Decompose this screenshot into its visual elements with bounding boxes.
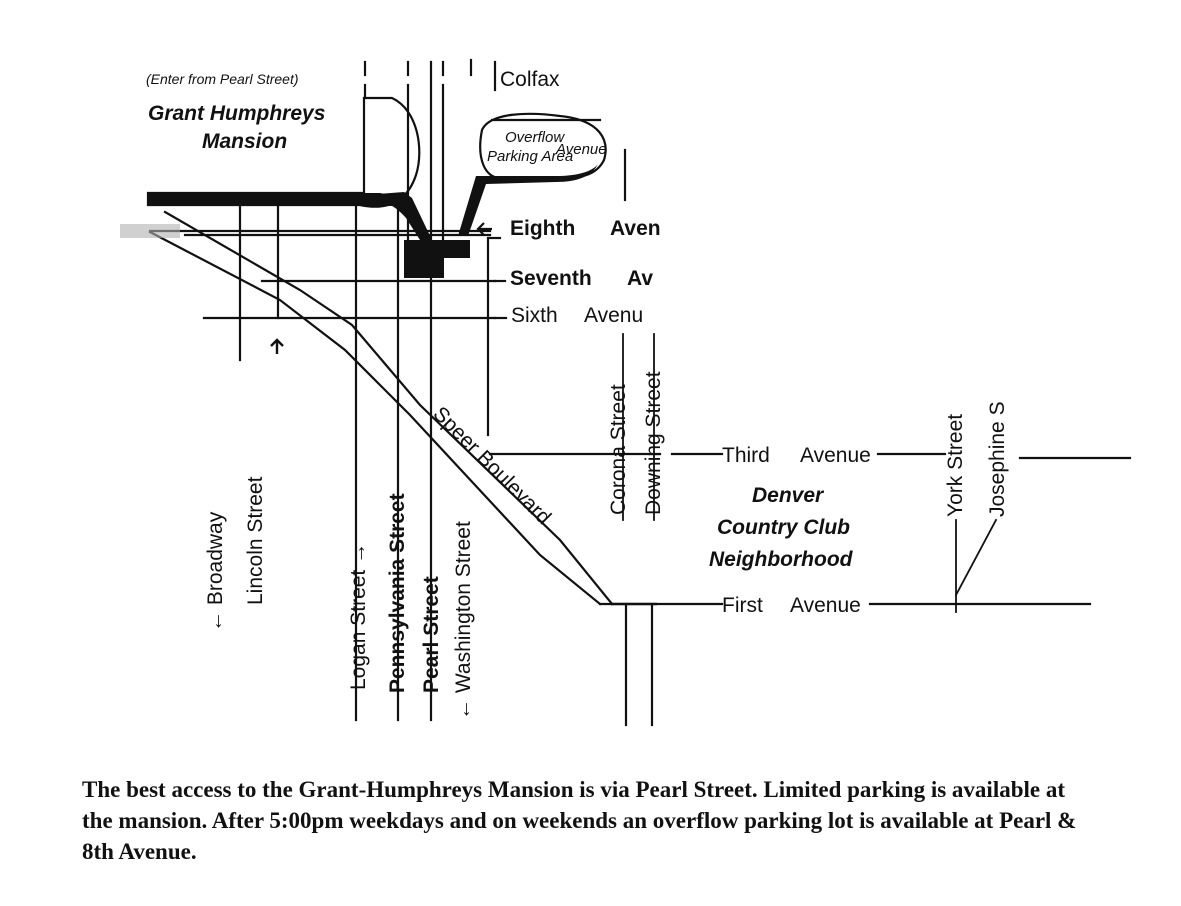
corona-street-label: Corona Street [607,384,630,515]
sixth-avenue-label-a: Sixth [511,304,558,327]
directions-map: (Enter from Pearl Street) Grant Humphrey… [120,58,1132,727]
neighborhood-label-line2: Country Club [717,516,850,539]
eighth-avenue-label-a: Eighth [510,217,575,240]
logan-street-label: Logan Street → [347,543,370,690]
neighborhood-label-line3: Neighborhood [709,548,854,571]
mansion-building [404,240,444,278]
left-arrow-icon [476,222,492,236]
sixth-avenue-label-b: Avenu [584,304,643,327]
mansion-name-line2: Mansion [202,130,287,153]
overflow-lot-block [444,240,470,258]
seventh-avenue-label-b: Av [627,267,653,290]
seventh-avenue-label-a: Seventh [510,267,592,290]
colfax-label: Colfax [500,68,560,91]
third-avenue-label-a: Third [722,444,770,467]
josephine-street-label: Josephine S [986,401,1009,517]
streets-vertical [238,58,998,727]
overflow-parking-area [458,112,607,236]
first-avenue-label-b: Avenue [790,594,861,617]
speer-boulevard-label: Speer Boulevard [428,402,555,529]
first-avenue-label-a: First [722,594,763,617]
colfax-avenue-label: Avenue [555,141,607,158]
pennsylvania-street-label: Pennsylvania Street [386,493,409,693]
eighth-avenue-label-b: Aven [610,217,661,240]
access-caption: The best access to the Grant-Humphreys M… [82,777,1077,864]
overflow-label-line1: Overflow [505,129,565,146]
third-avenue-label-b: Avenue [800,444,871,467]
york-street-label: York Street [944,414,967,517]
broadway-label: ← Broadway [204,511,227,632]
up-arrow-icon [270,338,284,354]
washington-street-label: ← Washington Street [452,521,475,720]
arrows [270,222,492,354]
overflow-label-line2: Parking Area [487,148,573,165]
neighborhood-label-line1: Denver [752,484,825,507]
map-smudge [120,224,180,238]
speer-boulevard-road [148,210,658,606]
mansion-name-line1: Grant Humphreys [148,102,325,125]
downing-street-label: Downing Street [642,371,665,515]
pearl-street-label: Pearl Street [420,576,443,693]
mansion-entry-note: (Enter from Pearl Street) [146,71,299,87]
lincoln-street-label: Lincoln Street [244,476,267,605]
